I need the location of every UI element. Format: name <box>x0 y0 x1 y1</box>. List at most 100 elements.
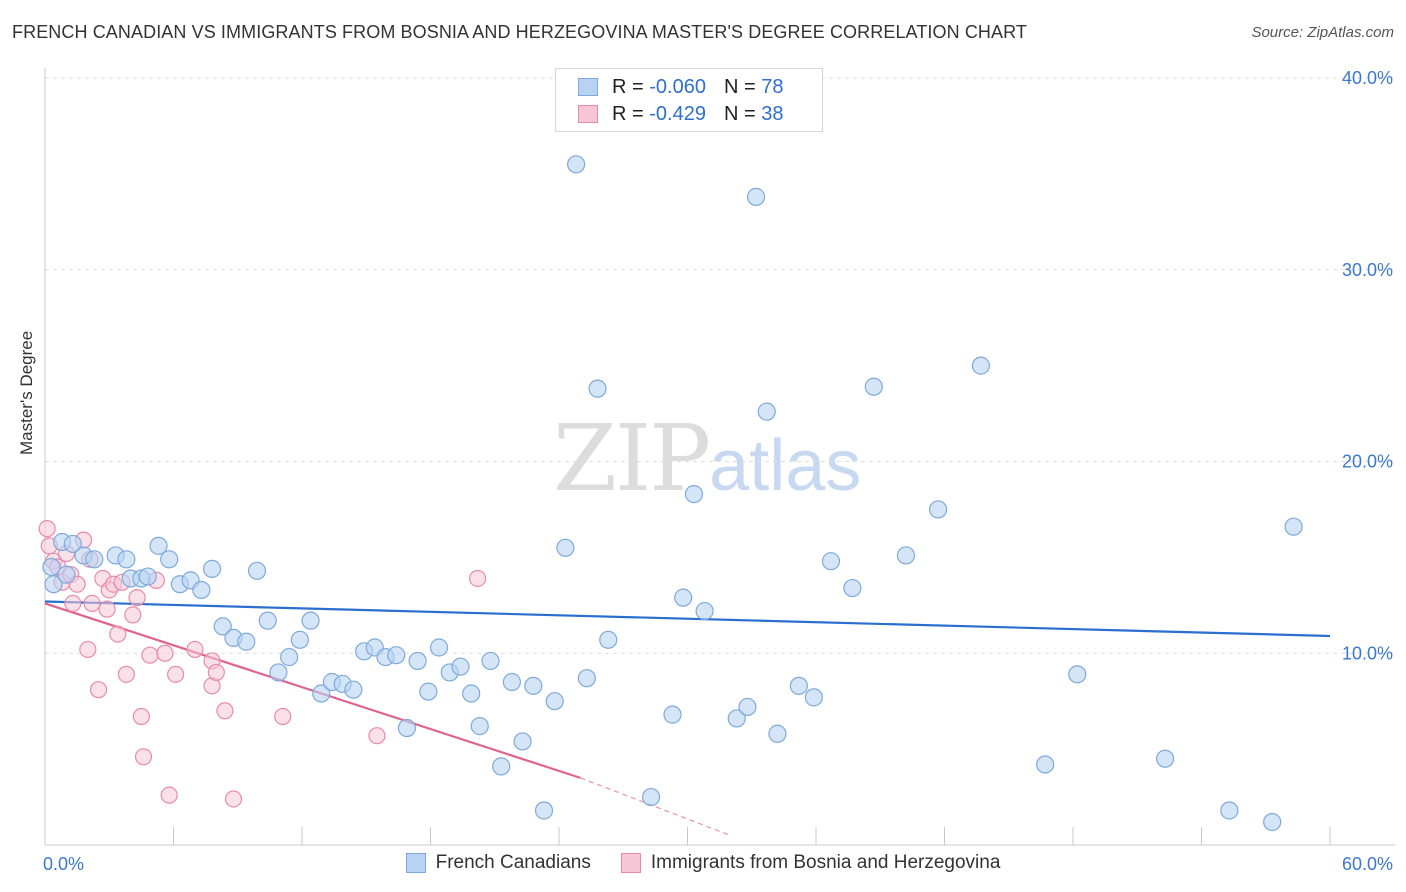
watermark-atlas: atlas <box>709 426 862 506</box>
series-french-canadian-points <box>42 95 1303 832</box>
data-point-french-canadian <box>63 534 82 554</box>
legend-label-bosnia: Immigrants from Bosnia and Herzegovina <box>650 852 1001 873</box>
data-point-bosnia <box>216 702 234 720</box>
y-tick-label: 40.0% <box>1342 68 1393 88</box>
data-point-french-canadian <box>738 697 757 717</box>
x-tick-label: 60.0% <box>1342 854 1393 874</box>
data-point-bosnia <box>186 640 204 659</box>
data-point-french-canadian <box>290 630 309 649</box>
legend-r-value: -0.429 <box>649 102 706 125</box>
data-point-bosnia <box>134 748 153 766</box>
data-point-french-canadian <box>567 155 586 174</box>
data-point-french-canadian <box>971 356 991 375</box>
data-point-bosnia <box>109 625 127 643</box>
data-point-french-canadian <box>577 669 596 688</box>
trend-line-french-canadians <box>44 600 1331 638</box>
data-point-french-canadian <box>599 630 618 649</box>
data-point-bosnia <box>132 707 150 726</box>
data-point-french-canadian <box>312 684 331 703</box>
data-point-french-canadian <box>588 379 607 398</box>
data-point-french-canadian <box>138 567 157 586</box>
legend-label-french-canadians: French Canadians <box>435 852 591 873</box>
data-point-french-canadian <box>768 724 787 743</box>
data-point-french-canadian <box>85 550 104 569</box>
data-point-french-canadian <box>57 565 76 584</box>
data-point-french-canadian <box>237 632 256 651</box>
watermark-zip: ZIP <box>553 405 711 512</box>
data-point-french-canadian <box>1155 749 1175 768</box>
data-point-bosnia <box>38 520 56 538</box>
data-point-bosnia <box>64 594 82 612</box>
data-point-french-canadian <box>470 717 489 736</box>
watermark: ZIPatlas <box>553 405 861 512</box>
legend-r-label: R = <box>612 75 644 98</box>
data-point-french-canadian <box>247 561 267 580</box>
data-point-french-canadian <box>387 646 406 665</box>
data-point-french-canadian <box>513 732 532 751</box>
data-point-bosnia <box>207 663 225 682</box>
y-tick-label: 30.0% <box>1342 260 1393 280</box>
legend-item-bosnia[interactable]: Immigrants from Bosnia and Herzegovina <box>620 852 1001 874</box>
data-point-french-canadian <box>928 500 948 519</box>
data-point-bosnia <box>274 707 292 726</box>
series-legend: French Canadians Immigrants from Bosnia … <box>0 852 1406 874</box>
data-point-french-canadian <box>896 546 916 565</box>
data-point-french-canadian <box>556 538 575 557</box>
legend-item-french-canadians[interactable]: French Canadians <box>405 852 591 874</box>
data-point-french-canadian <box>269 663 288 682</box>
legend-r-label: R = <box>612 102 644 125</box>
legend-n-label: N = <box>723 75 756 98</box>
y-tick-label: 20.0% <box>1342 452 1393 472</box>
data-point-bosnia <box>469 569 487 588</box>
y-tick-label: 10.0% <box>1342 643 1393 663</box>
gridlines <box>45 77 1395 654</box>
data-point-bosnia <box>160 786 178 804</box>
data-point-french-canadian <box>397 718 417 738</box>
data-point-french-canadian <box>534 801 554 820</box>
legend-swatch-pink <box>578 105 598 123</box>
data-point-french-canadian <box>258 611 277 630</box>
data-point-french-canadian <box>192 580 211 600</box>
data-point-french-canadian <box>864 377 883 396</box>
data-point-french-canadian <box>804 688 823 707</box>
y-axis-label: Master's Degree <box>17 330 36 455</box>
chart-title: FRENCH CANADIAN VS IMMIGRANTS FROM BOSNI… <box>12 22 1027 42</box>
data-point-french-canadian <box>481 651 500 671</box>
legend-n-value: 78 <box>761 75 784 98</box>
legend-r-value: -0.060 <box>649 75 706 98</box>
series-bosnia-points <box>38 520 487 808</box>
data-point-french-canadian <box>301 611 320 630</box>
data-point-french-canadian <box>429 638 449 657</box>
legend-row-bosnia: R = -0.429 N = 38 <box>578 102 783 126</box>
source-credit: Source: ZipAtlas.com <box>1251 24 1394 41</box>
data-point-bosnia <box>167 665 185 683</box>
correlation-legend: R = -0.060 N = 78 R = -0.429 N = 38 <box>555 68 823 132</box>
data-point-french-canadian <box>502 672 521 692</box>
data-point-french-canadian <box>1284 517 1303 536</box>
data-point-french-canadian <box>149 536 168 555</box>
data-point-french-canadian <box>202 559 222 578</box>
data-point-bosnia <box>124 606 142 624</box>
data-point-bosnia <box>224 790 243 808</box>
data-point-bosnia <box>156 644 174 662</box>
data-point-french-canadian <box>451 657 470 676</box>
data-point-bosnia <box>128 589 146 607</box>
data-point-french-canadian <box>1036 755 1055 774</box>
data-point-french-canadian <box>280 647 299 667</box>
data-point-french-canadian <box>42 557 61 577</box>
data-point-bosnia <box>79 640 97 659</box>
trend-line-bosnia-extension <box>580 777 731 836</box>
data-point-french-canadian <box>492 757 511 776</box>
data-point-french-canadian <box>419 682 438 701</box>
legend-row-french-canadians: R = -0.060 N = 78 <box>578 75 783 99</box>
data-point-french-canadian <box>746 187 766 206</box>
data-point-bosnia <box>368 727 386 745</box>
data-point-french-canadian <box>663 705 682 724</box>
legend-n-value: 38 <box>761 102 784 125</box>
legend-swatch-pink <box>620 853 641 873</box>
legend-swatch-blue <box>405 853 426 873</box>
data-point-french-canadian <box>408 651 427 671</box>
data-point-bosnia <box>98 600 116 618</box>
data-point-french-canadian <box>344 680 363 699</box>
